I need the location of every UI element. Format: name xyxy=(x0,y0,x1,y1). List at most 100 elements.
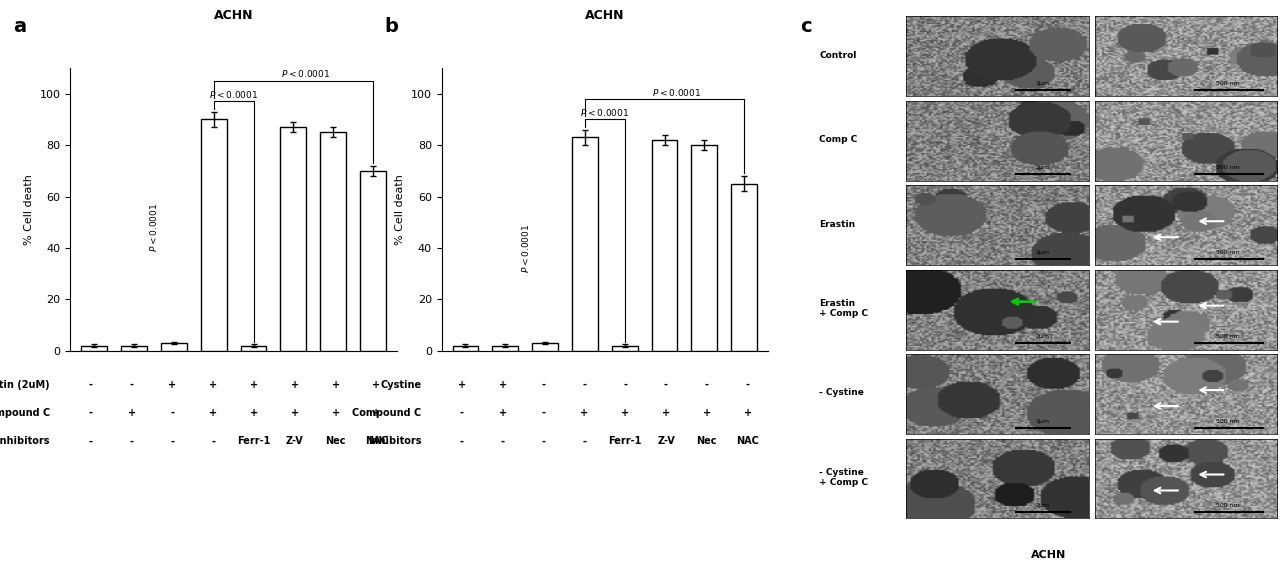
Text: Erastin (2uM): Erastin (2uM) xyxy=(0,380,50,390)
Text: 500 nm: 500 nm xyxy=(1216,81,1240,86)
Text: Cystine: Cystine xyxy=(380,380,421,390)
Text: ACHN: ACHN xyxy=(1030,550,1066,560)
Text: +: + xyxy=(580,408,589,418)
Text: $P < 0.0001$: $P < 0.0001$ xyxy=(580,107,630,118)
Text: -: - xyxy=(582,380,586,390)
Text: Ferr-1: Ferr-1 xyxy=(237,436,270,447)
Text: $P < 0.0001$: $P < 0.0001$ xyxy=(652,87,701,97)
Title: ACHN: ACHN xyxy=(585,9,625,22)
Bar xyxy=(201,119,227,351)
Text: -: - xyxy=(500,436,504,447)
Text: -: - xyxy=(170,408,174,418)
Text: +: + xyxy=(209,380,218,390)
Text: +: + xyxy=(499,408,507,418)
Text: -: - xyxy=(460,408,463,418)
Text: +: + xyxy=(332,380,339,390)
Text: - Cystine: - Cystine xyxy=(819,388,864,397)
Text: 2μm: 2μm xyxy=(1036,503,1050,508)
Text: b: b xyxy=(384,17,398,36)
Text: +: + xyxy=(128,408,136,418)
Text: +: + xyxy=(250,408,259,418)
Text: -: - xyxy=(170,436,174,447)
Bar xyxy=(731,184,756,351)
Text: - Cystine
+ Comp C: - Cystine + Comp C xyxy=(819,468,868,487)
Text: +: + xyxy=(169,380,177,390)
Text: +: + xyxy=(703,408,710,418)
Text: +: + xyxy=(499,380,507,390)
Text: 500 nm: 500 nm xyxy=(1216,334,1240,339)
Text: -: - xyxy=(541,380,545,390)
Text: -: - xyxy=(129,436,133,447)
Text: 2μm: 2μm xyxy=(1036,250,1050,255)
Text: +: + xyxy=(372,380,380,390)
Text: 500 nm: 500 nm xyxy=(1216,419,1240,423)
Text: NAC: NAC xyxy=(365,436,388,447)
Text: Erastin: Erastin xyxy=(819,220,855,229)
Bar xyxy=(572,138,598,351)
Bar xyxy=(161,343,187,351)
Bar xyxy=(453,346,479,351)
Text: -: - xyxy=(460,436,463,447)
Text: -: - xyxy=(129,380,133,390)
Text: c: c xyxy=(800,17,812,36)
Text: Erastin
+ Comp C: Erastin + Comp C xyxy=(819,299,868,318)
Text: +: + xyxy=(332,408,339,418)
Bar xyxy=(82,346,108,351)
Text: 500 nm: 500 nm xyxy=(1216,165,1240,170)
Text: +: + xyxy=(209,408,218,418)
Text: $P < 0.0001$: $P < 0.0001$ xyxy=(280,68,330,79)
Text: -: - xyxy=(88,380,93,390)
Bar xyxy=(691,145,717,351)
Text: Comp C: Comp C xyxy=(819,135,858,144)
Bar xyxy=(612,346,637,351)
Text: a: a xyxy=(13,17,26,36)
Bar xyxy=(493,346,518,351)
Bar xyxy=(241,346,266,351)
Text: Compound C: Compound C xyxy=(352,408,421,418)
Text: 2μm: 2μm xyxy=(1036,419,1050,423)
Text: +: + xyxy=(621,408,630,418)
Y-axis label: % Cell death: % Cell death xyxy=(24,174,35,245)
Text: Z-V: Z-V xyxy=(285,436,303,447)
Text: -: - xyxy=(582,436,586,447)
Text: -: - xyxy=(623,380,627,390)
Text: Nec: Nec xyxy=(325,436,346,447)
Text: 2μm: 2μm xyxy=(1036,334,1050,339)
Text: +: + xyxy=(372,408,380,418)
Text: $P < 0.0001$: $P < 0.0001$ xyxy=(520,224,531,273)
Text: Control: Control xyxy=(819,51,856,60)
Text: 2μm: 2μm xyxy=(1036,81,1050,86)
Text: $P < 0.0001$: $P < 0.0001$ xyxy=(148,203,160,252)
Text: Nec: Nec xyxy=(696,436,717,447)
Text: +: + xyxy=(250,380,259,390)
Text: -: - xyxy=(541,436,545,447)
Text: NAC: NAC xyxy=(736,436,759,447)
Text: -: - xyxy=(541,408,545,418)
Text: -: - xyxy=(88,436,93,447)
Title: ACHN: ACHN xyxy=(214,9,253,22)
Bar xyxy=(532,343,558,351)
Text: -: - xyxy=(705,380,709,390)
Text: +: + xyxy=(744,408,751,418)
Text: Compound C: Compound C xyxy=(0,408,50,418)
Bar xyxy=(360,171,385,351)
Bar xyxy=(652,140,677,351)
Text: -: - xyxy=(664,380,668,390)
Text: Inhibitors: Inhibitors xyxy=(0,436,50,447)
Text: 2μm: 2μm xyxy=(1036,165,1050,170)
Text: Inhibitors: Inhibitors xyxy=(367,436,421,447)
Text: Z-V: Z-V xyxy=(657,436,675,447)
Text: -: - xyxy=(745,380,750,390)
Bar xyxy=(122,346,147,351)
Text: 500 nm: 500 nm xyxy=(1216,503,1240,508)
Text: -: - xyxy=(88,408,93,418)
Text: +: + xyxy=(662,408,669,418)
Text: +: + xyxy=(291,408,298,418)
Text: +: + xyxy=(291,380,298,390)
Text: $P < 0.0001$: $P < 0.0001$ xyxy=(209,89,259,100)
Bar xyxy=(280,127,306,351)
Text: Ferr-1: Ferr-1 xyxy=(608,436,641,447)
Text: 500 nm: 500 nm xyxy=(1216,250,1240,255)
Y-axis label: % Cell death: % Cell death xyxy=(396,174,406,245)
Bar xyxy=(320,132,346,351)
